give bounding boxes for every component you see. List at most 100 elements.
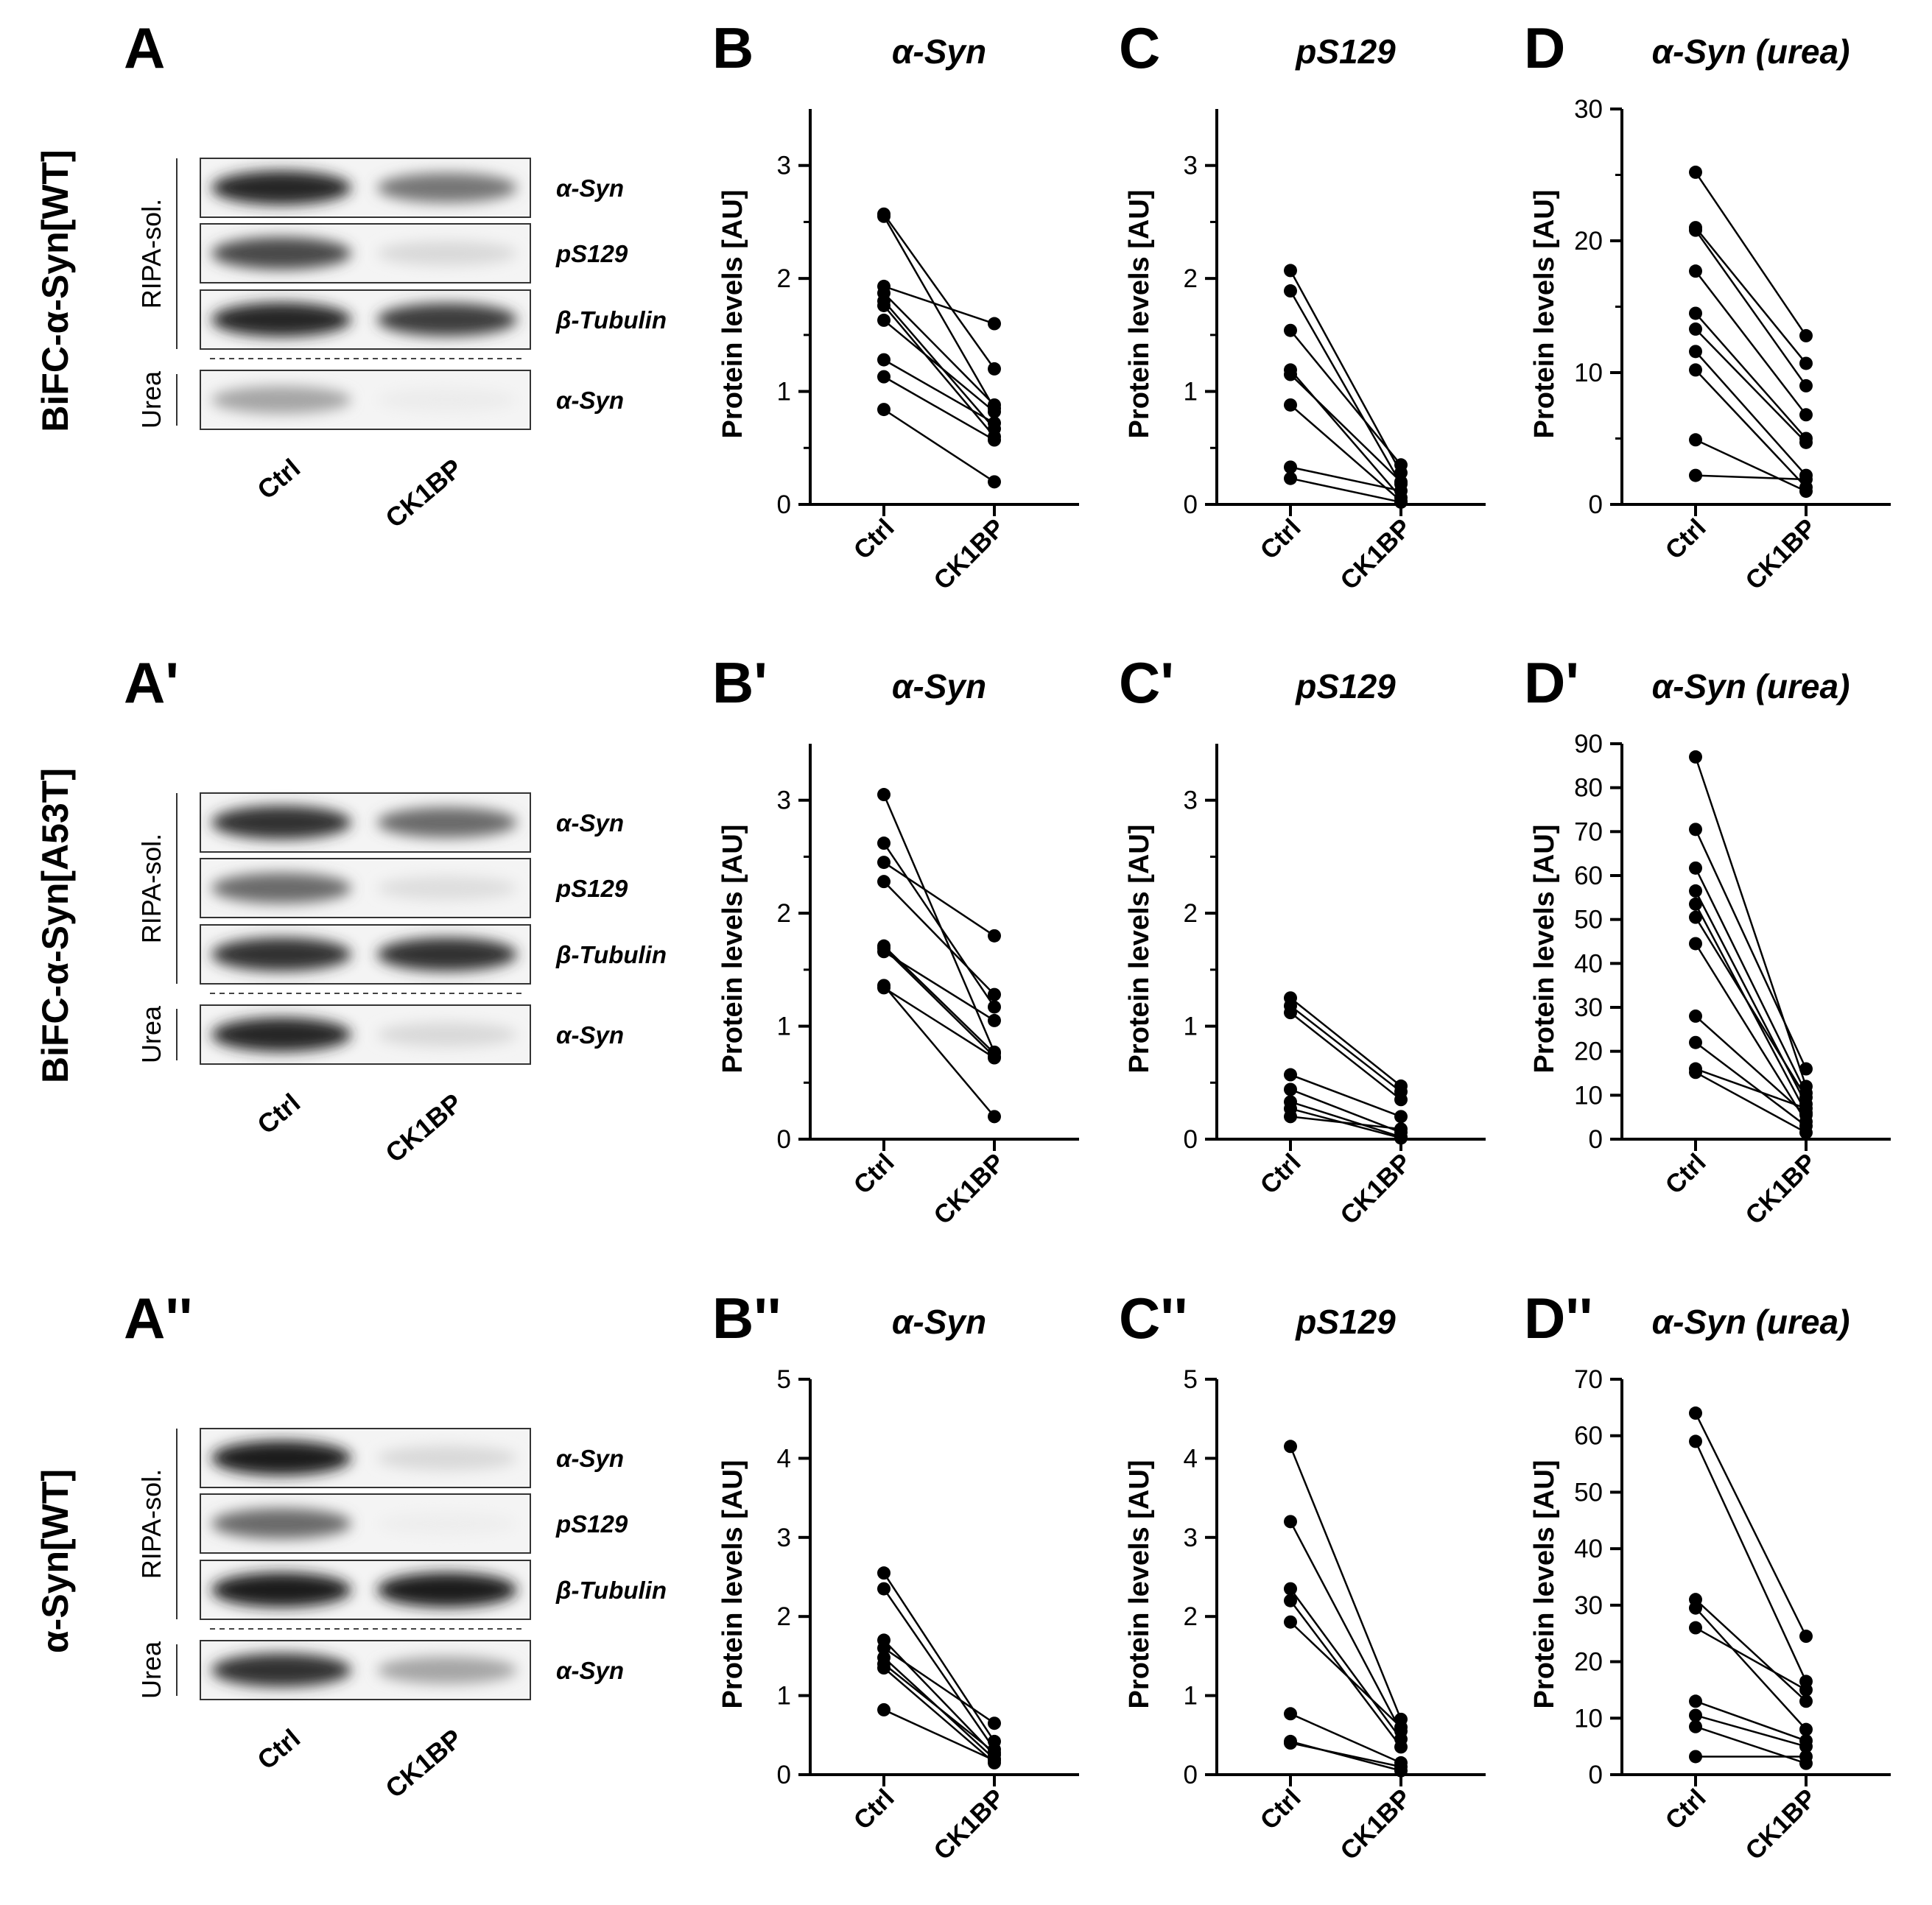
pair-line bbox=[883, 985, 995, 1118]
data-point-ck1bp bbox=[1799, 472, 1813, 486]
data-point-ck1bp bbox=[988, 405, 1001, 419]
data-point-ctrl bbox=[1689, 1719, 1702, 1733]
band-ctrl bbox=[211, 386, 351, 414]
fraction-label-ripa: RIPA-sol. bbox=[136, 834, 166, 943]
x-tick-label-ctrl: Ctrl bbox=[1254, 1783, 1306, 1835]
x-tick-label-ctrl: Ctrl bbox=[1659, 1783, 1711, 1835]
y-tick-label: 2 bbox=[777, 1602, 791, 1631]
chart-Bp: B' α-Syn 0 1 2 3 Ctrl CK1BP Protein levels [AU] bbox=[712, 650, 1079, 1230]
data-point-ck1bp bbox=[1799, 1630, 1813, 1644]
data-point-ctrl bbox=[1689, 1601, 1702, 1615]
data-point-ctrl bbox=[1689, 1434, 1702, 1448]
chart-Cp: C' pS129 0 1 2 3 Ctrl CK1BP Protein levels [AU] bbox=[1119, 650, 1486, 1230]
data-point-ck1bp bbox=[1799, 1739, 1813, 1753]
pair-line bbox=[883, 359, 995, 424]
y-tick-label: 70 bbox=[1574, 817, 1603, 846]
lane-label-ctrl: Ctrl bbox=[251, 1088, 306, 1140]
data-point-ck1bp bbox=[988, 416, 1001, 430]
y-tick-label: 0 bbox=[1589, 1125, 1603, 1154]
band-ctrl bbox=[211, 1017, 351, 1052]
row-label: BiFC-α-Syn[WT] bbox=[35, 149, 76, 432]
y-tick-label: 50 bbox=[1574, 906, 1603, 934]
pair-line bbox=[1290, 466, 1402, 492]
data-point-ctrl bbox=[1689, 264, 1702, 278]
panel-letter: C'' bbox=[1119, 1286, 1187, 1351]
data-point-ctrl bbox=[1284, 1582, 1297, 1596]
row-wt: BiFC-α-Syn[WT] Aα-Syn pS129 β-Tubulin α-Syn R… bbox=[35, 15, 667, 534]
pair-line bbox=[1695, 312, 1807, 440]
y-tick-label: 30 bbox=[1574, 993, 1603, 1022]
pair-line bbox=[1290, 1074, 1402, 1118]
y-axis-label: Protein levels [AU] bbox=[717, 825, 748, 1074]
pair-line bbox=[1290, 997, 1402, 1087]
x-tick-label-ctrl: Ctrl bbox=[1254, 1148, 1306, 1200]
data-point-ctrl bbox=[1689, 165, 1702, 179]
pair-line bbox=[1694, 867, 1808, 1094]
band-ck1bp bbox=[377, 1022, 517, 1047]
pair-line bbox=[1695, 351, 1807, 476]
data-point-ctrl bbox=[877, 403, 891, 417]
chart-title: pS129 bbox=[1294, 32, 1396, 71]
pair-line bbox=[1290, 1742, 1402, 1768]
blot-strip: β-Tubulin bbox=[200, 289, 667, 350]
data-point-ck1bp bbox=[1799, 1091, 1813, 1105]
pair-line bbox=[883, 305, 995, 437]
chart-title: α-Syn bbox=[892, 1303, 986, 1341]
panel-letter: B'' bbox=[712, 1286, 781, 1351]
pair-line bbox=[883, 987, 995, 1059]
data-point-ctrl bbox=[877, 875, 891, 889]
row-syn_wt: α-Syn[WT] A'' α-Syn pS129 β-Tubulin α-Syn RIPA… bbox=[35, 1286, 667, 1804]
pair-line bbox=[1694, 1412, 1808, 1637]
pair-line bbox=[1289, 1446, 1402, 1720]
data-point-ctrl bbox=[877, 981, 891, 995]
pair-line bbox=[1695, 1725, 1807, 1764]
x-tick-label-ck1bp: CK1BP bbox=[1740, 1783, 1822, 1865]
blot-label: α-Syn bbox=[556, 1657, 624, 1684]
blot-strip: pS129 bbox=[200, 1493, 628, 1554]
y-tick-label: 90 bbox=[1574, 730, 1603, 758]
pair-line bbox=[883, 376, 995, 441]
y-tick-label: 20 bbox=[1574, 1038, 1603, 1066]
y-tick-label: 1 bbox=[1184, 1013, 1198, 1041]
band-ck1bp bbox=[377, 241, 517, 266]
y-axis-label: Protein levels [AU] bbox=[1529, 825, 1560, 1074]
band-ctrl bbox=[211, 237, 351, 270]
panel-letter: B' bbox=[712, 650, 767, 715]
pair-line bbox=[1695, 1068, 1807, 1110]
blot-label: α-Syn bbox=[556, 175, 624, 202]
panel-letter-blot: A bbox=[124, 15, 165, 80]
data-point-ck1bp bbox=[1394, 1740, 1408, 1754]
data-point-ctrl bbox=[1689, 937, 1702, 951]
y-tick-label: 10 bbox=[1574, 359, 1603, 387]
x-tick-label-ck1bp: CK1BP bbox=[1335, 1148, 1416, 1230]
data-point-ctrl bbox=[1689, 1009, 1702, 1023]
data-point-ck1bp bbox=[1799, 435, 1813, 449]
blot-label: pS129 bbox=[555, 240, 628, 267]
chart-Bpp: B'' α-Syn 0 1 2 3 4 5 Ctrl CK1BP Protein levels [A… bbox=[712, 1286, 1079, 1866]
pair-line bbox=[883, 1667, 995, 1764]
band-ctrl bbox=[211, 1508, 351, 1539]
y-tick-label: 2 bbox=[1184, 1602, 1198, 1631]
data-point-ctrl bbox=[877, 209, 891, 223]
data-point-ctrl bbox=[877, 945, 891, 959]
data-point-ck1bp bbox=[1799, 1750, 1813, 1764]
data-point-ctrl bbox=[1284, 1006, 1297, 1020]
pair-line bbox=[882, 216, 996, 409]
pair-line bbox=[1290, 1088, 1402, 1133]
band-ctrl bbox=[211, 170, 351, 205]
y-tick-label: 4 bbox=[777, 1444, 791, 1473]
y-axis-label: Protein levels [AU] bbox=[717, 190, 748, 439]
pair-line bbox=[1289, 270, 1402, 473]
data-point-ck1bp bbox=[988, 929, 1001, 943]
data-point-ctrl bbox=[1689, 861, 1702, 875]
rows-layer: BiFC-α-Syn[WT] Aα-Syn pS129 β-Tubulin α-Syn R… bbox=[35, 15, 667, 1804]
data-point-ck1bp bbox=[1799, 485, 1813, 499]
data-point-ck1bp bbox=[988, 987, 1001, 1001]
lane-label-ck1bp: CK1BP bbox=[379, 1723, 468, 1804]
pair-line bbox=[883, 881, 995, 996]
y-tick-label: 2 bbox=[777, 264, 791, 293]
pair-line bbox=[882, 213, 996, 370]
y-tick-label: 0 bbox=[1589, 490, 1603, 519]
